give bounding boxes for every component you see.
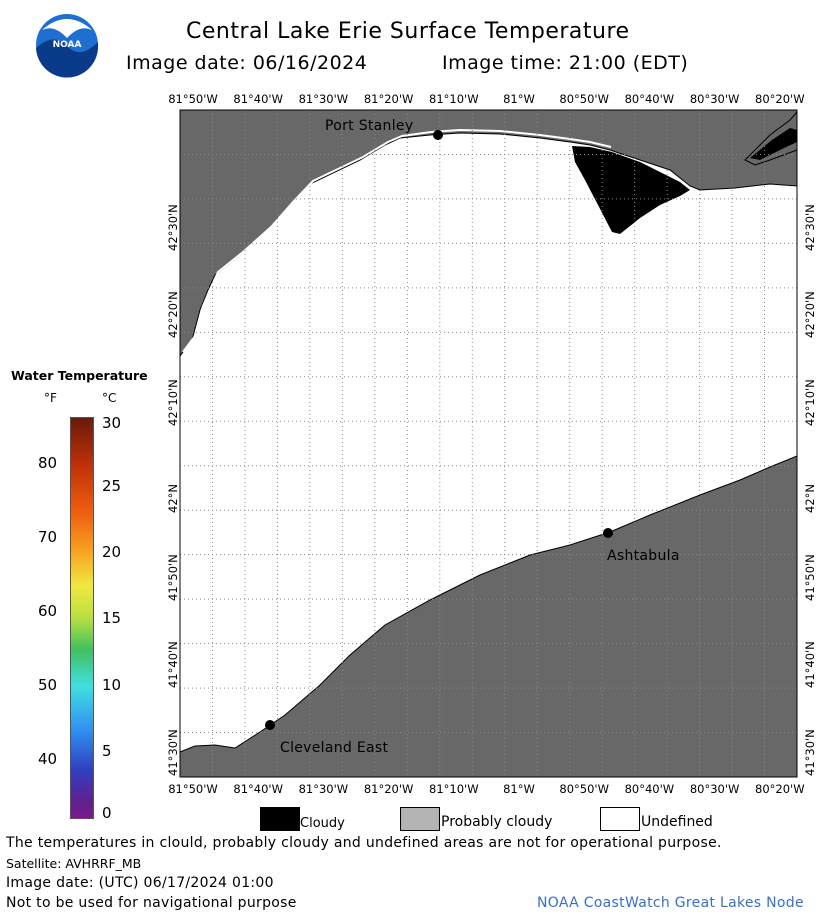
legend-undefined-swatch [600,807,640,831]
south-shoreline [181,452,797,750]
celsius-tick-label: 0 [102,804,112,822]
footer-credit: NOAA CoastWatch Great Lakes Node [537,895,804,911]
celsius-tick-label: 25 [102,477,122,495]
fahrenheit-tick-label: 40 [38,750,58,768]
longitude-tick-label: 81°10'W [429,782,479,796]
longitude-tick-label: 81°W [503,92,535,106]
latitude-tick-label: 42°N [803,484,817,513]
latitude-tick-label: 41°30'N [803,729,817,776]
fahrenheit-tick-label: 70 [38,528,58,546]
celsius-tick-label: 20 [102,543,122,561]
longitude-tick-label: 80°30'W [689,92,740,106]
fahrenheit-tick-label: 60 [38,602,58,620]
longitude-tick-label: 81°40'W [233,92,283,106]
legend-probably-cloudy-swatch [400,807,440,831]
celsius-tick-label: 30 [102,414,122,432]
longitude-tick-label: 81°W [503,782,535,796]
latitude-tick-label: 42°20'N [803,291,817,338]
footer-disclaimer: The temperatures in clould, probably clo… [6,835,722,851]
legend-undefined-label: Undefined [641,814,713,830]
long-point-cloud [750,128,797,160]
longitude-tick-label: 81°20'W [363,92,414,106]
celsius-tick-label: 10 [102,676,122,694]
latitude-tick-label: 42°20'N [166,291,180,338]
temperature-scale-unit-f: °F [44,391,57,405]
longitude-tick-label: 81°50'W [168,782,218,796]
place-label-cleveland-east: Cleveland East [280,740,389,756]
footer-navigation-note: Not to be used for navigational purpose [6,895,297,911]
longitude-tick-label: 81°10'W [429,92,479,106]
image-date-label: Image date: 06/16/2024 [126,52,368,74]
place-label-port-stanley: Port Stanley [325,118,414,134]
latitude-tick-label: 42°30'N [803,204,817,251]
longitude-tick-label: 81°20'W [363,782,414,796]
longitude-tick-label: 81°30'W [298,92,349,106]
ashtabula-marker [603,528,613,538]
footer-satellite: Satellite: AVHRRF_MB [6,856,142,871]
longitude-tick-label: 81°40'W [233,782,283,796]
longitude-tick-label: 81°50'W [168,92,218,106]
footer-utc-date: Image date: (UTC) 06/17/2024 01:00 [6,875,274,891]
page-title: Central Lake Erie Surface Temperature [186,19,630,44]
longitude-tick-label: 80°20'W [755,782,805,796]
longitude-tick-label: 80°30'W [689,782,740,796]
latitude-tick-label: 42°30'N [166,204,180,251]
celsius-tick-label: 5 [102,742,112,760]
latitude-tick-label: 41°30'N [166,729,180,776]
longitude-tick-label: 80°50'W [559,782,609,796]
fahrenheit-tick-label: 50 [38,676,58,694]
cloud-patch [572,146,690,234]
latitude-tick-label: 41°40'N [166,641,180,688]
longitude-tick-label: 80°50'W [559,92,609,106]
latitude-tick-label: 42°10'N [166,379,180,426]
fahrenheit-tick-label: 80 [38,454,58,472]
north-shoreline [182,128,612,353]
temperature-color-bar [70,417,94,819]
legend-cloudy-label: Cloudy [300,816,345,831]
noaa-logo-icon: NOAA [36,14,99,78]
legend-cloudy-swatch [260,807,300,831]
legend-probably-cloudy-label: Probably cloudy [441,814,553,830]
noaa-logo-text: NOAA [53,40,82,50]
south-land [179,455,798,778]
latitude-tick-label: 41°40'N [803,641,817,688]
latitude-tick-label: 42°10'N [803,379,817,426]
map-border [179,109,798,778]
place-label-ashtabula: Ashtabula [607,548,680,564]
latitude-tick-label: 41°50'N [166,554,180,601]
temperature-scale-title: Water Temperature [11,368,148,383]
latitude-tick-label: 41°50'N [803,554,817,601]
longitude-tick-label: 80°20'W [755,92,805,106]
noaa-logo: NOAA [34,12,100,78]
longitude-tick-label: 80°40'W [624,92,675,106]
longitude-tick-label: 80°40'W [624,782,675,796]
image-time-label: Image time: 21:00 (EDT) [442,52,689,74]
temperature-scale-unit-c: °C [102,391,117,405]
celsius-tick-label: 15 [102,609,122,627]
latitude-tick-label: 42°N [166,484,180,513]
cleveland-east-marker [265,720,275,730]
port-stanley-marker [433,130,443,140]
longitude-tick-label: 81°30'W [298,782,349,796]
graticule [180,110,797,777]
